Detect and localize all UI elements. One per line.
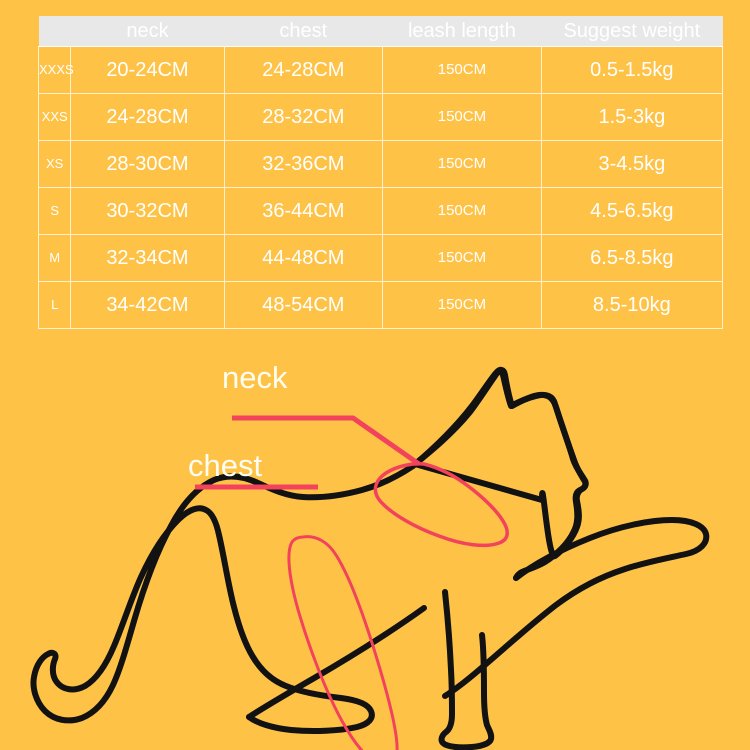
cell-leash: 150CM — [382, 46, 542, 94]
cell-weight: 6.5-8.5kg — [540, 234, 724, 282]
cell-chest: 24-28CM — [223, 46, 384, 94]
size-chart-table: neck chest leash length Suggest weight X… — [37, 16, 724, 329]
cell-size: S — [37, 187, 72, 235]
cell-leash: 150CM — [382, 281, 542, 329]
table-header: neck chest leash length Suggest weight — [38, 16, 723, 47]
cell-neck: 34-42CM — [70, 281, 225, 329]
table-header-neck: neck — [70, 16, 225, 47]
table-body: XXXS 20-24CM 24-28CM 150CM 0.5-1.5kg XXS… — [37, 46, 724, 329]
cell-size: XS — [37, 140, 72, 188]
neck-leader-line-icon — [232, 415, 421, 467]
neck-label: neck — [222, 360, 288, 395]
cell-neck: 32-34CM — [70, 234, 225, 282]
table-header-size — [38, 16, 71, 47]
table-row: M 32-34CM 44-48CM 150CM 6.5-8.5kg — [37, 234, 724, 282]
chest-measure-loop-icon — [287, 535, 399, 750]
cat-body-outline-icon — [30, 463, 416, 734]
cell-chest: 32-36CM — [223, 140, 384, 188]
cell-size: M — [37, 234, 72, 282]
table-header-suggest-weight: Suggest weight — [541, 16, 723, 47]
table-row: XXXS 20-24CM 24-28CM 150CM 0.5-1.5kg — [37, 46, 724, 94]
cat-measurement-diagram: neck chest — [0, 340, 750, 750]
table-row: L 34-42CM 48-54CM 150CM 8.5-10kg — [37, 281, 724, 329]
cell-leash: 150CM — [382, 234, 542, 282]
cell-chest: 44-48CM — [223, 234, 384, 282]
cell-weight: 8.5-10kg — [540, 281, 724, 329]
cell-chest: 48-54CM — [223, 281, 384, 329]
cell-leash: 150CM — [382, 187, 542, 235]
cell-neck: 24-28CM — [70, 93, 225, 141]
table-row: XS 28-30CM 32-36CM 150CM 3-4.5kg — [37, 140, 724, 188]
table-header-leash-length: leash length — [382, 16, 542, 47]
cell-leash: 150CM — [382, 93, 542, 141]
cell-neck: 28-30CM — [70, 140, 225, 188]
cell-weight: 0.5-1.5kg — [540, 46, 724, 94]
cat-head-outline-icon — [410, 366, 589, 581]
cell-leash: 150CM — [382, 140, 542, 188]
cell-size: XXS — [37, 93, 72, 141]
cell-weight: 1.5-3kg — [540, 93, 724, 141]
cell-weight: 3-4.5kg — [540, 140, 724, 188]
neck-measure-loop-icon — [373, 462, 509, 548]
cell-weight: 4.5-6.5kg — [540, 187, 724, 235]
cell-chest: 36-44CM — [223, 187, 384, 235]
size-chart-table-container: neck chest leash length Suggest weight X… — [37, 16, 724, 329]
cell-neck: 20-24CM — [70, 46, 225, 94]
cell-neck: 30-32CM — [70, 187, 225, 235]
cell-size: L — [37, 281, 72, 329]
cat-silhouette-icon — [412, 368, 589, 560]
table-header-chest: chest — [224, 16, 383, 47]
cat-foreleg-line-icon — [246, 605, 427, 720]
table-header-row: neck chest leash length Suggest weight — [38, 16, 723, 47]
table-row: XXS 24-28CM 28-32CM 150CM 1.5-3kg — [37, 93, 724, 141]
cell-size: XXXS — [37, 46, 74, 94]
cell-chest: 28-32CM — [223, 93, 384, 141]
table-row: S 30-32CM 36-44CM 150CM 4.5-6.5kg — [37, 187, 724, 235]
cat-raised-paw-outline-icon — [442, 517, 710, 699]
chest-label: chest — [188, 448, 262, 483]
